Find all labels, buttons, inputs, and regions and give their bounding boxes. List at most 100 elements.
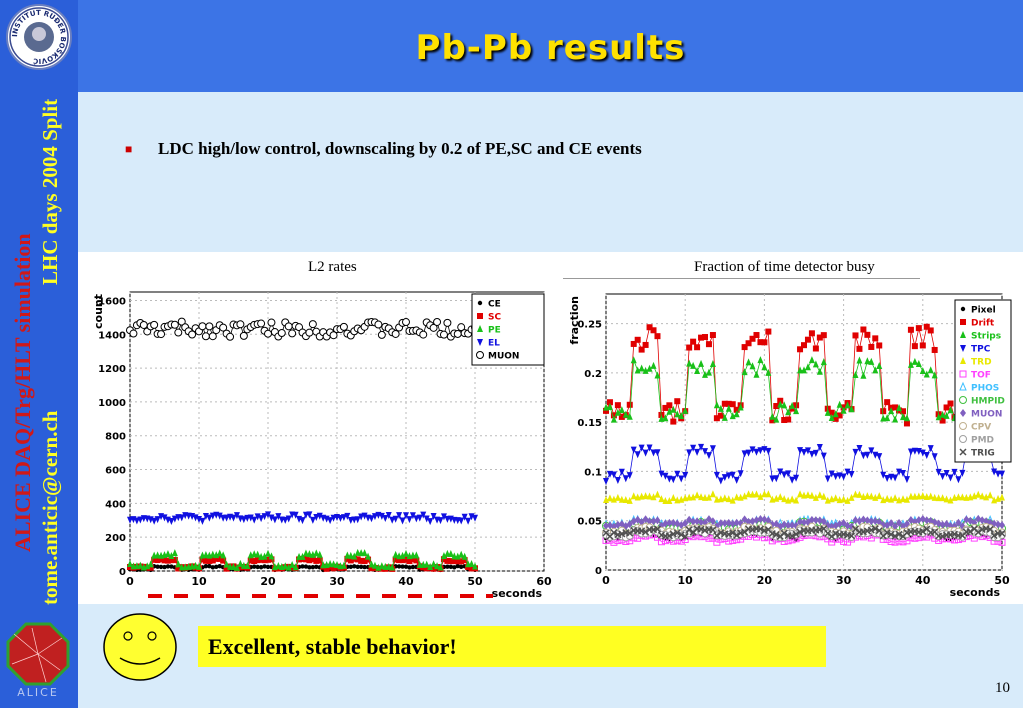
data-point — [884, 494, 891, 502]
data-point — [447, 558, 454, 565]
data-point — [614, 520, 621, 529]
data-point — [804, 491, 811, 499]
data-point — [729, 412, 736, 420]
legend-marker — [959, 435, 967, 443]
data-point — [832, 410, 839, 418]
data-point — [208, 332, 217, 341]
data-point — [203, 563, 209, 569]
data-point — [638, 518, 645, 527]
data-point — [638, 346, 645, 353]
data-point — [974, 528, 982, 536]
legend-label: PHOS — [971, 384, 999, 394]
data-point — [299, 517, 306, 525]
data-point — [307, 565, 312, 570]
chart2-caption: Fraction of time detector busy — [694, 259, 875, 275]
data-point — [139, 320, 148, 329]
data-point — [939, 473, 946, 481]
data-point — [698, 334, 705, 341]
data-point — [630, 340, 637, 347]
data-point — [995, 520, 1002, 529]
data-point — [171, 549, 178, 557]
data-point — [756, 525, 764, 533]
data-point — [983, 493, 990, 501]
y-axis-label: count — [92, 294, 105, 329]
legend-label: MUON — [488, 352, 519, 362]
data-point — [610, 471, 617, 479]
data-point — [760, 527, 768, 535]
data-point — [437, 517, 444, 525]
data-point — [614, 408, 621, 416]
data-point — [919, 367, 926, 375]
data-point — [963, 515, 970, 524]
data-point — [709, 360, 716, 368]
data-point — [979, 492, 986, 500]
x-tick-label: 0 — [602, 574, 610, 587]
data-point — [883, 529, 891, 537]
data-point — [852, 370, 859, 378]
x-tick-label: 60 — [536, 575, 552, 588]
data-point — [891, 538, 899, 546]
data-point — [844, 496, 851, 504]
data-point — [306, 550, 313, 558]
data-point — [220, 551, 227, 559]
x-tick-label: 50 — [994, 574, 1010, 587]
data-point — [188, 330, 197, 339]
y-tick-label: 200 — [105, 533, 126, 544]
data-point — [876, 453, 883, 461]
data-point — [642, 366, 649, 374]
data-point — [820, 492, 827, 500]
data-point — [789, 401, 796, 409]
data-point — [856, 490, 863, 498]
data-point — [812, 345, 819, 352]
data-point — [453, 329, 462, 338]
data-point — [900, 413, 906, 421]
y-tick-label: 0.1 — [584, 467, 602, 478]
data-point — [717, 519, 724, 528]
data-point — [931, 453, 938, 461]
data-point — [646, 517, 653, 526]
data-point — [816, 491, 823, 499]
data-point — [162, 564, 167, 570]
data-point — [650, 517, 657, 526]
data-point — [399, 517, 406, 525]
data-point — [900, 495, 906, 503]
data-point — [705, 515, 712, 524]
data-point — [745, 358, 752, 366]
data-point — [943, 495, 950, 503]
data-point — [468, 560, 475, 568]
data-point — [686, 344, 693, 351]
data-point — [150, 320, 159, 329]
data-point — [403, 556, 409, 563]
data-point — [626, 472, 633, 480]
data-point — [347, 557, 354, 564]
data-point — [733, 493, 740, 501]
data-point — [233, 512, 240, 520]
data-point — [409, 512, 416, 520]
data-point — [741, 368, 748, 376]
data-point — [662, 496, 669, 504]
data-point — [757, 356, 764, 364]
data-point — [670, 476, 677, 484]
data-point — [642, 528, 650, 536]
data-point — [666, 402, 673, 409]
data-point — [864, 451, 871, 459]
data-point — [864, 516, 871, 525]
data-point — [634, 366, 641, 374]
data-point — [308, 320, 317, 329]
data-point — [721, 474, 728, 482]
data-point — [907, 448, 914, 456]
data-point — [753, 516, 760, 525]
data-point — [169, 564, 174, 569]
data-point — [911, 534, 919, 542]
data-point — [959, 493, 966, 501]
data-point — [705, 341, 712, 348]
series-trig — [602, 525, 1006, 541]
y-tick-label: 400 — [105, 499, 126, 510]
data-point — [991, 519, 998, 528]
data-point — [610, 529, 618, 537]
data-point — [987, 491, 994, 499]
sidebar-title: ALICE DAQ/Trg/HLT simulation — [10, 233, 35, 552]
data-point — [690, 493, 697, 501]
data-point — [213, 555, 220, 562]
data-point — [662, 519, 669, 528]
